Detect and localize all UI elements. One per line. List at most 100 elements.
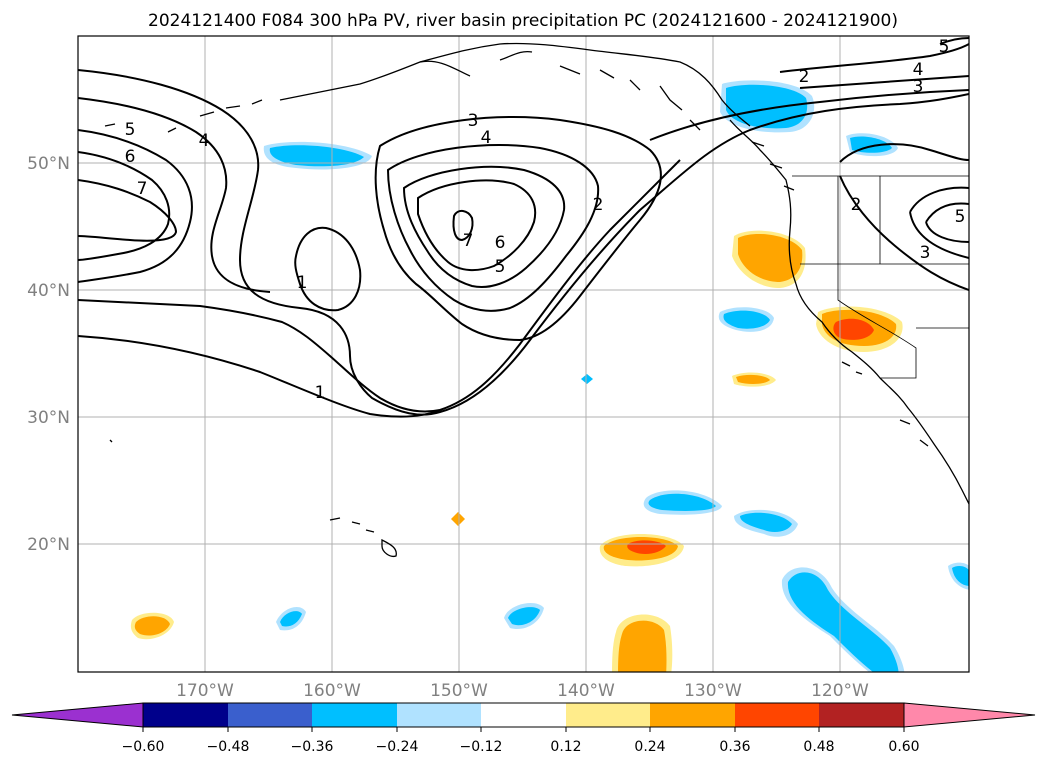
contour-label: 6 — [125, 147, 136, 167]
colorbar-tick-label: −0.48 — [207, 739, 250, 755]
contour-label: 3 — [920, 243, 931, 263]
pv-contour — [839, 175, 969, 291]
contour-label: 1 — [315, 383, 326, 403]
pv-contour — [909, 186, 969, 259]
contour-label: 5 — [955, 207, 966, 227]
pv-contour — [78, 129, 193, 283]
contour-label: 5 — [939, 37, 950, 57]
precip-positive-area — [833, 318, 874, 340]
lon-label-130w: 130°W — [684, 681, 742, 701]
pv-contour — [799, 75, 969, 89]
lon-label-120w: 120°W — [811, 681, 869, 701]
colorbar-ticks — [142, 727, 905, 732]
colorbar: −0.60 −0.48 −0.36 −0.24 −0.12 0.12 0.24 … — [11, 702, 1036, 755]
contour-label: 1 — [297, 273, 308, 293]
contour-label: 4 — [199, 131, 210, 151]
contour-labels: 5 6 7 4 3 4 1 7 6 5 1 2 2 3 4 5 2 3 5 — [125, 37, 966, 403]
lat-label-20n: 20°N — [27, 535, 70, 555]
colorbar-tick-label: 0.60 — [888, 739, 919, 755]
map-content: 5 6 7 4 3 4 1 7 6 5 1 2 2 3 4 5 2 3 5 — [78, 36, 969, 672]
contour-label: 5 — [495, 257, 506, 277]
colorbar-frame — [142, 702, 905, 728]
pv-contour — [649, 89, 969, 141]
precip-negative-area — [648, 493, 716, 511]
contour-label: 3 — [913, 77, 924, 97]
colorbar-max-extend — [903, 702, 1036, 728]
latitude-labels: 50°N 40°N 30°N 20°N — [27, 154, 70, 555]
lat-label-40n: 40°N — [27, 281, 70, 301]
precip-fields — [130, 80, 969, 672]
colorbar-swatch — [481, 703, 566, 727]
precip-positive-area — [618, 620, 667, 672]
pv-contour — [78, 159, 681, 413]
lon-label-140w: 140°W — [557, 681, 615, 701]
precip-negative-area — [581, 374, 593, 384]
pv-contour — [78, 151, 171, 261]
pv-contour — [78, 97, 271, 293]
pv-contours — [78, 37, 969, 418]
figure-title: 2024121400 F084 300 hPa PV, river basin … — [148, 11, 898, 31]
precip-negative-area — [787, 572, 899, 672]
precip-negative-area — [726, 84, 808, 129]
contour-label: 7 — [137, 179, 148, 199]
contour-label: 4 — [913, 60, 924, 80]
contour-label: 2 — [851, 195, 862, 215]
contour-label: 2 — [593, 195, 604, 215]
precip-negative-area — [723, 310, 770, 329]
colorbar-tick-label: −0.24 — [376, 739, 419, 755]
colorbar-tick-label: −0.60 — [122, 739, 165, 755]
pv-contour — [452, 210, 474, 242]
pv-contour — [779, 43, 969, 73]
colorbar-swatch — [312, 703, 397, 727]
contour-label: 5 — [125, 120, 136, 140]
map-frame — [77, 35, 970, 673]
precip-positive-area — [736, 374, 770, 385]
contour-label: 4 — [481, 128, 492, 148]
precip-negative-area — [508, 607, 540, 626]
colorbar-tick-label: 0.24 — [634, 739, 665, 755]
precip-negative-area — [740, 512, 792, 532]
graticule — [78, 36, 969, 672]
contour-label: 2 — [799, 67, 810, 87]
pv-contour — [78, 335, 441, 418]
precip-positive-area — [134, 616, 170, 636]
pv-contour — [78, 69, 969, 416]
lon-label-150w: 150°W — [430, 681, 488, 701]
pv-contour — [78, 179, 178, 242]
colorbar-swatch — [819, 703, 904, 727]
pv-contour — [386, 143, 600, 312]
pv-contour — [939, 37, 969, 45]
lon-label-170w: 170°W — [176, 681, 234, 701]
colorbar-swatch — [143, 703, 228, 727]
colorbar-swatch — [650, 703, 735, 727]
contour-label: 3 — [468, 111, 479, 131]
colorbar-swatch — [566, 703, 650, 727]
colorbar-tick-label: −0.36 — [291, 739, 334, 755]
map-background — [78, 36, 969, 672]
pv-contour — [294, 226, 362, 312]
colorbar-tick-label: 0.36 — [719, 739, 750, 755]
precip-negative-area — [280, 611, 302, 627]
lat-label-50n: 50°N — [27, 154, 70, 174]
contour-label: 6 — [495, 233, 506, 253]
colorbar-swatch — [735, 703, 819, 727]
longitude-labels: 170°W 160°W 150°W 140°W 130°W 120°W — [176, 681, 869, 701]
colorbar-min-extend — [11, 702, 144, 728]
precip-negative-area — [269, 145, 364, 167]
lat-label-30n: 30°N — [27, 408, 70, 428]
colorbar-swatch — [397, 703, 481, 727]
lon-label-160w: 160°W — [303, 681, 361, 701]
colorbar-tick-label: −0.12 — [460, 739, 503, 755]
colorbar-tick-label: 0.48 — [803, 739, 834, 755]
colorbar-swatch — [228, 703, 312, 727]
pv-contour — [839, 143, 969, 163]
pv-contour — [374, 116, 662, 342]
pv-contour — [925, 202, 969, 243]
colorbar-tick-label: 0.12 — [550, 739, 581, 755]
contour-label: 7 — [463, 231, 474, 251]
precip-positive-area — [451, 512, 465, 526]
pv-contour — [402, 165, 566, 288]
precip-positive-area — [738, 234, 803, 282]
precip-negative-area — [952, 566, 969, 586]
